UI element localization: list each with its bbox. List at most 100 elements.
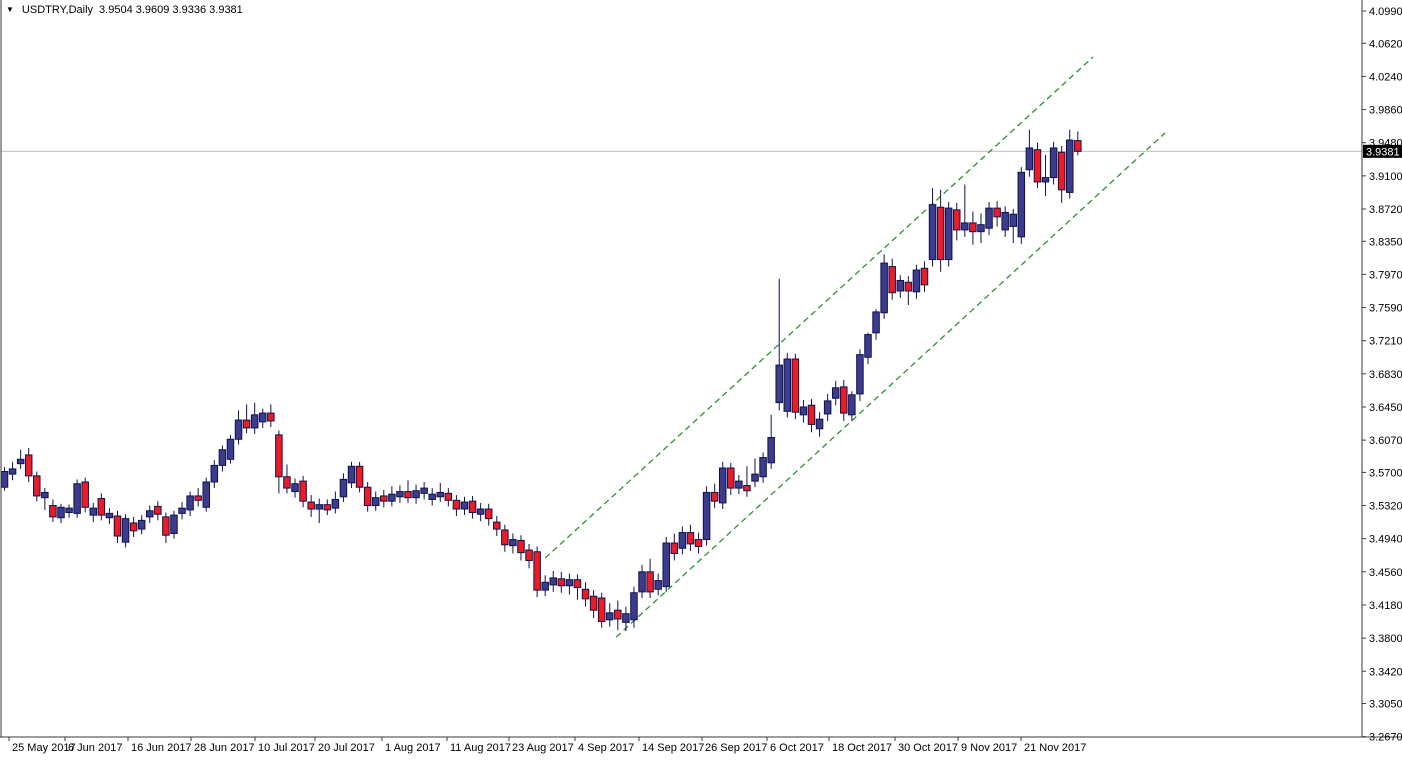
candle: [1017, 167, 1026, 244]
candle: [493, 516, 501, 537]
candle-body-bear: [517, 539, 525, 554]
candle-body-bear: [484, 508, 493, 520]
candle-body-bull: [170, 514, 178, 534]
candle: [533, 546, 541, 598]
candle-body-bull: [371, 497, 380, 507]
candle: [81, 477, 89, 513]
candle-body-bull: [41, 491, 49, 499]
candle: [154, 501, 162, 521]
candle: [97, 493, 106, 521]
current-price-badge-label: 3.9381: [1366, 146, 1400, 158]
date-axis-label: 11 Aug 2017: [450, 742, 511, 754]
candle-body-bear: [355, 465, 364, 488]
candle: [65, 504, 73, 518]
candle-body-bear: [597, 597, 606, 623]
candle-body-bear: [452, 499, 461, 510]
candle-body-bear: [670, 542, 679, 555]
candle-body-bear: [81, 481, 89, 508]
ohlc-dropdown-triangle-icon[interactable]: ▼: [6, 5, 14, 14]
candle: [162, 512, 170, 544]
candle-body-bear: [129, 522, 138, 532]
candle: [920, 261, 929, 292]
date-axis-label: 23 Aug 2017: [512, 742, 574, 754]
price-axis[interactable]: 4.09904.06204.02403.98603.94803.91003.87…: [1362, 6, 1402, 744]
candle: [1065, 129, 1074, 199]
candle-body-bear: [573, 579, 582, 589]
candle-body-bear: [49, 505, 57, 518]
price-axis-label: 3.4180: [1369, 600, 1402, 612]
candle: [783, 352, 792, 418]
candle-body-bear: [1033, 149, 1042, 183]
candle-body-bull: [775, 364, 783, 404]
price-axis-label: 3.3420: [1369, 666, 1402, 678]
candle: [186, 491, 194, 517]
trendline-channel-lower[interactable]: [615, 132, 1166, 638]
candle-body-bull: [331, 498, 340, 509]
candle-body-bear: [807, 404, 816, 425]
candle: [347, 461, 356, 489]
trendline-channel-upper[interactable]: [544, 56, 1094, 559]
price-axis-label: 3.9860: [1369, 105, 1402, 117]
candle: [718, 461, 727, 510]
chart-title-quote: 3.9504 3.9609 3.9336 3.9381: [99, 4, 243, 16]
candle: [315, 498, 323, 523]
candle-body-bull: [388, 493, 396, 502]
candle-body-bear: [24, 454, 33, 477]
candle: [258, 408, 267, 428]
candles-group: [0, 129, 1082, 632]
date-axis-label: 26 Sep 2017: [705, 742, 767, 754]
candle-body-bear: [727, 467, 735, 489]
price-axis-label: 4.0990: [1369, 6, 1402, 18]
date-axis-label: 16 Jun 2017: [131, 742, 192, 754]
candle-body-bear: [283, 476, 291, 489]
candle-body-bear: [904, 281, 913, 292]
candle: [888, 258, 896, 300]
candle-body-bear: [242, 419, 251, 429]
candle-body-bull: [638, 571, 646, 593]
date-axis-label: 28 Jun 2017: [194, 742, 255, 754]
candle-body-bull: [347, 465, 356, 484]
candle: [299, 475, 307, 508]
candle-body-bull: [226, 438, 235, 460]
candle: [654, 573, 662, 596]
price-axis-label: 3.9100: [1369, 171, 1402, 183]
date-axis-label: 6 Oct 2017: [770, 742, 824, 754]
candle-body-bull: [1049, 147, 1058, 179]
candle: [8, 461, 17, 481]
candle: [1025, 129, 1034, 177]
candle: [856, 349, 864, 401]
candle: [557, 571, 566, 593]
candle-body-bull: [718, 467, 727, 504]
candle: [460, 496, 469, 516]
candle-body-bull: [234, 419, 243, 440]
candle-body-bear: [840, 386, 848, 414]
price-axis-label: 3.5700: [1369, 467, 1402, 479]
candle: [73, 479, 81, 518]
candle-body-bull: [622, 613, 630, 623]
candle-body-bear: [525, 549, 533, 561]
candle-body-bear: [1057, 151, 1066, 191]
candle-body-bull: [105, 512, 114, 519]
candle-body-bull: [428, 493, 436, 500]
candle-body-bear: [791, 358, 800, 413]
candle: [16, 449, 25, 469]
current-price-badge: 3.9381: [1363, 144, 1402, 158]
candle: [727, 462, 735, 496]
candle-body-bear: [993, 207, 1001, 218]
candle: [864, 332, 872, 365]
candle: [137, 515, 146, 535]
candle-body-bull: [1065, 139, 1074, 193]
candle: [1009, 208, 1017, 244]
candle: [24, 447, 33, 482]
candle: [823, 393, 832, 421]
candle: [880, 254, 888, 319]
candle: [202, 477, 210, 512]
candle: [242, 404, 251, 434]
candle-body-bull: [864, 334, 872, 358]
candle-body-bull: [977, 224, 985, 233]
price-axis-label: 3.4560: [1369, 567, 1402, 579]
price-axis-label: 4.0240: [1369, 71, 1402, 83]
